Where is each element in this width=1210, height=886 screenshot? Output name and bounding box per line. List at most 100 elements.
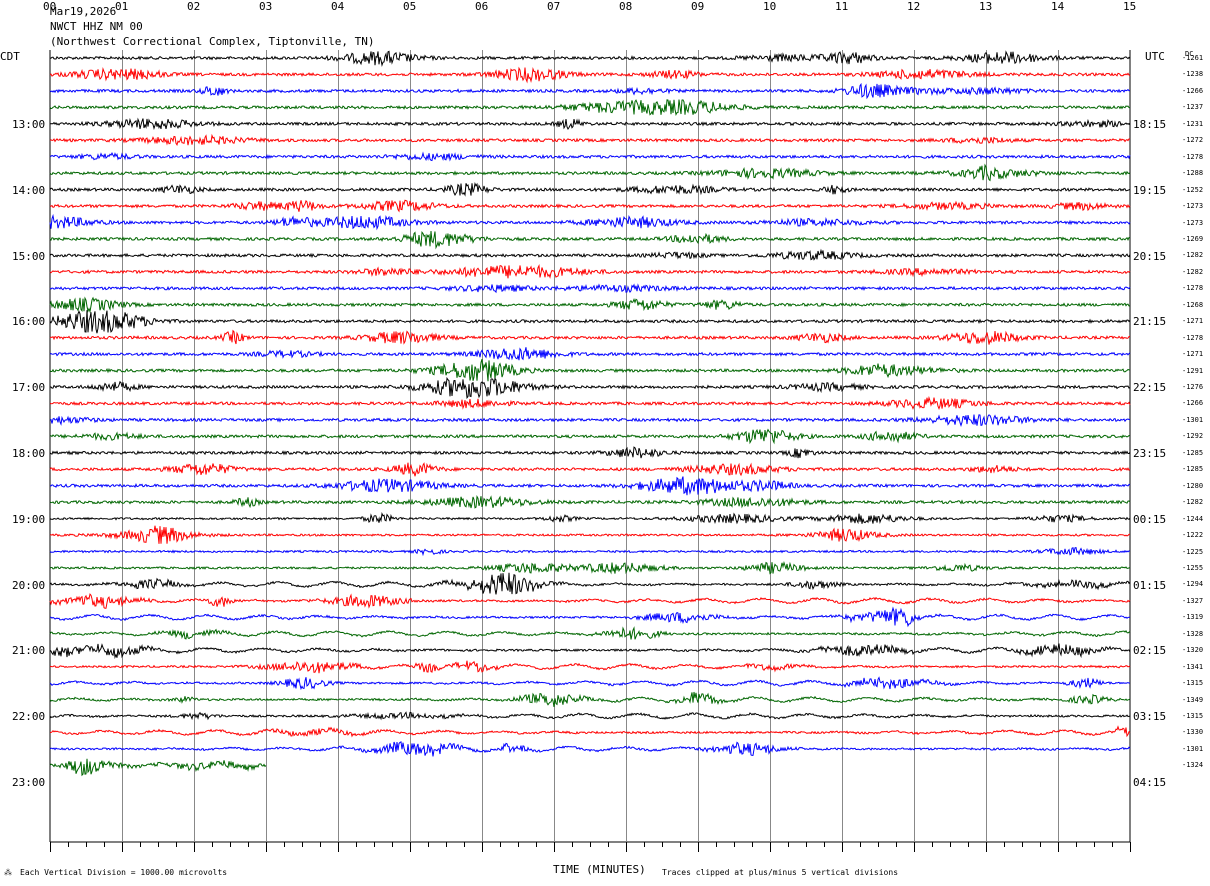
left-time-label: 17:00 bbox=[12, 381, 46, 395]
x-tick-label: 06 bbox=[475, 0, 489, 13]
seismic-trace bbox=[49, 691, 1131, 707]
dc-offset-label: -1319 bbox=[1182, 613, 1204, 622]
dc-offset-label: -1320 bbox=[1182, 646, 1204, 655]
seismic-trace bbox=[49, 546, 1131, 557]
left-time-label: 14:00 bbox=[12, 183, 46, 197]
right-time-label: 19:15 bbox=[1133, 183, 1167, 197]
seismic-trace bbox=[49, 414, 1131, 427]
seismic-trace bbox=[49, 660, 1131, 674]
dc-offset-label: -1282 bbox=[1182, 498, 1204, 507]
seismic-trace bbox=[50, 376, 1131, 400]
seismic-trace bbox=[49, 643, 1131, 660]
right-timezone-label: UTC bbox=[1145, 50, 1165, 63]
seismic-trace bbox=[49, 66, 1131, 84]
right-time-label: 04:15 bbox=[1133, 776, 1167, 789]
time-grid bbox=[49, 50, 1131, 843]
right-time-label: 02:15 bbox=[1133, 644, 1167, 658]
left-timezone-label: CDT bbox=[0, 50, 20, 63]
right-time-label: 00:15 bbox=[1133, 512, 1167, 526]
dc-offset-label: -1278 bbox=[1182, 333, 1204, 342]
seismic-trace bbox=[49, 476, 1131, 496]
dc-offset-label: -1238 bbox=[1182, 70, 1204, 79]
seismic-trace bbox=[49, 676, 1131, 691]
seismic-trace bbox=[49, 329, 1131, 345]
x-tick-label: 02 bbox=[187, 0, 201, 13]
dc-offset-label: -1294 bbox=[1182, 580, 1204, 589]
station-id: NWCT HHZ NM 00 bbox=[50, 20, 143, 33]
dc-offset-label: -1276 bbox=[1182, 383, 1204, 391]
seismic-trace bbox=[49, 495, 1131, 509]
seismic-trace bbox=[49, 133, 1131, 146]
dc-offset-label: -1266 bbox=[1182, 399, 1204, 408]
x-tick-label: 03 bbox=[259, 0, 273, 13]
dc-offset-label: -1271 bbox=[1182, 317, 1204, 326]
seismic-trace bbox=[49, 711, 1130, 721]
right-time-label: 20:15 bbox=[1133, 249, 1167, 263]
x-tick-label: 05 bbox=[403, 0, 417, 13]
dc-offset-label: -1269 bbox=[1182, 234, 1204, 243]
seismic-trace bbox=[49, 230, 1131, 250]
x-tick-label: 07 bbox=[547, 0, 561, 13]
right-time-label: 22:15 bbox=[1133, 381, 1167, 395]
seismic-trace bbox=[49, 525, 1131, 544]
left-time-label: 18:00 bbox=[12, 447, 46, 460]
left-time-label: 15:00 bbox=[12, 249, 46, 263]
vertical-scale-note: Each Vertical Division = 1000.00 microvo… bbox=[20, 868, 228, 877]
dc-offset-label: -1244 bbox=[1182, 514, 1204, 523]
dc-offset-label: -1266 bbox=[1182, 86, 1204, 95]
seismic-trace bbox=[49, 310, 1131, 334]
dc-offset-label: -1315 bbox=[1182, 712, 1204, 720]
seismic-trace bbox=[49, 213, 1131, 231]
x-tick-label: 00 bbox=[43, 0, 57, 13]
left-time-label: 16:00 bbox=[12, 315, 46, 329]
seismic-trace bbox=[49, 99, 1131, 116]
seismic-trace bbox=[49, 741, 1131, 757]
dc-offset-label: -1349 bbox=[1182, 695, 1204, 704]
dc-offset-label: -1292 bbox=[1182, 432, 1204, 441]
seismic-trace bbox=[49, 593, 1131, 609]
left-time-label: 22:00 bbox=[12, 710, 46, 724]
seismic-trace bbox=[49, 163, 1131, 182]
seismic-trace bbox=[49, 512, 1131, 525]
seismic-trace bbox=[49, 82, 1131, 100]
dc-offset-label: -1315 bbox=[1182, 679, 1204, 688]
x-tick-label: 12 bbox=[907, 0, 921, 13]
left-time-label: 19:00 bbox=[12, 512, 46, 526]
seismic-trace bbox=[49, 725, 1131, 738]
seismic-trace bbox=[49, 462, 1131, 477]
seismic-trace bbox=[50, 606, 1131, 628]
right-time-label: 21:15 bbox=[1133, 315, 1167, 329]
dc-offset-label: -1272 bbox=[1182, 136, 1204, 145]
dc-header: DC bbox=[1185, 50, 1194, 58]
dc-offset-label: -1327 bbox=[1182, 596, 1204, 605]
x-tick-label: 04 bbox=[331, 0, 345, 13]
dc-offset-label: -1278 bbox=[1182, 284, 1204, 293]
x-tick-label: 10 bbox=[763, 0, 777, 13]
dc-offset-label: -1324 bbox=[1182, 761, 1204, 770]
station-location: (Northwest Correctional Complex, Tiptonv… bbox=[50, 35, 375, 48]
x-tick-label: 08 bbox=[619, 0, 633, 13]
seismic-trace bbox=[49, 560, 1131, 575]
dc-offset-label: -1341 bbox=[1182, 662, 1204, 671]
seismic-trace bbox=[49, 626, 1131, 640]
dc-offset-label: -1280 bbox=[1182, 481, 1204, 490]
dc-offset-label: -1231 bbox=[1182, 119, 1204, 128]
seismic-trace bbox=[49, 347, 1131, 361]
dc-offset-label: -1282 bbox=[1182, 267, 1204, 276]
seismic-trace bbox=[49, 263, 1131, 279]
seismic-trace bbox=[49, 428, 1131, 445]
right-time-label: 23:15 bbox=[1133, 447, 1167, 460]
dc-offset-label: -1252 bbox=[1182, 185, 1204, 194]
dc-offset-label: -1328 bbox=[1182, 629, 1204, 638]
seismic-traces bbox=[49, 50, 1131, 777]
dc-offset-label: -1237 bbox=[1182, 103, 1204, 112]
dc-offset-label: -1301 bbox=[1182, 744, 1204, 753]
station-icon: ⁂ bbox=[4, 868, 12, 877]
x-tick-label: 11 bbox=[835, 0, 849, 13]
seismic-trace bbox=[49, 181, 1131, 197]
seismic-trace bbox=[49, 572, 1131, 595]
seismic-trace bbox=[49, 446, 1131, 459]
x-axis-title: TIME (MINUTES) bbox=[553, 863, 646, 876]
seismic-trace bbox=[49, 248, 1131, 261]
